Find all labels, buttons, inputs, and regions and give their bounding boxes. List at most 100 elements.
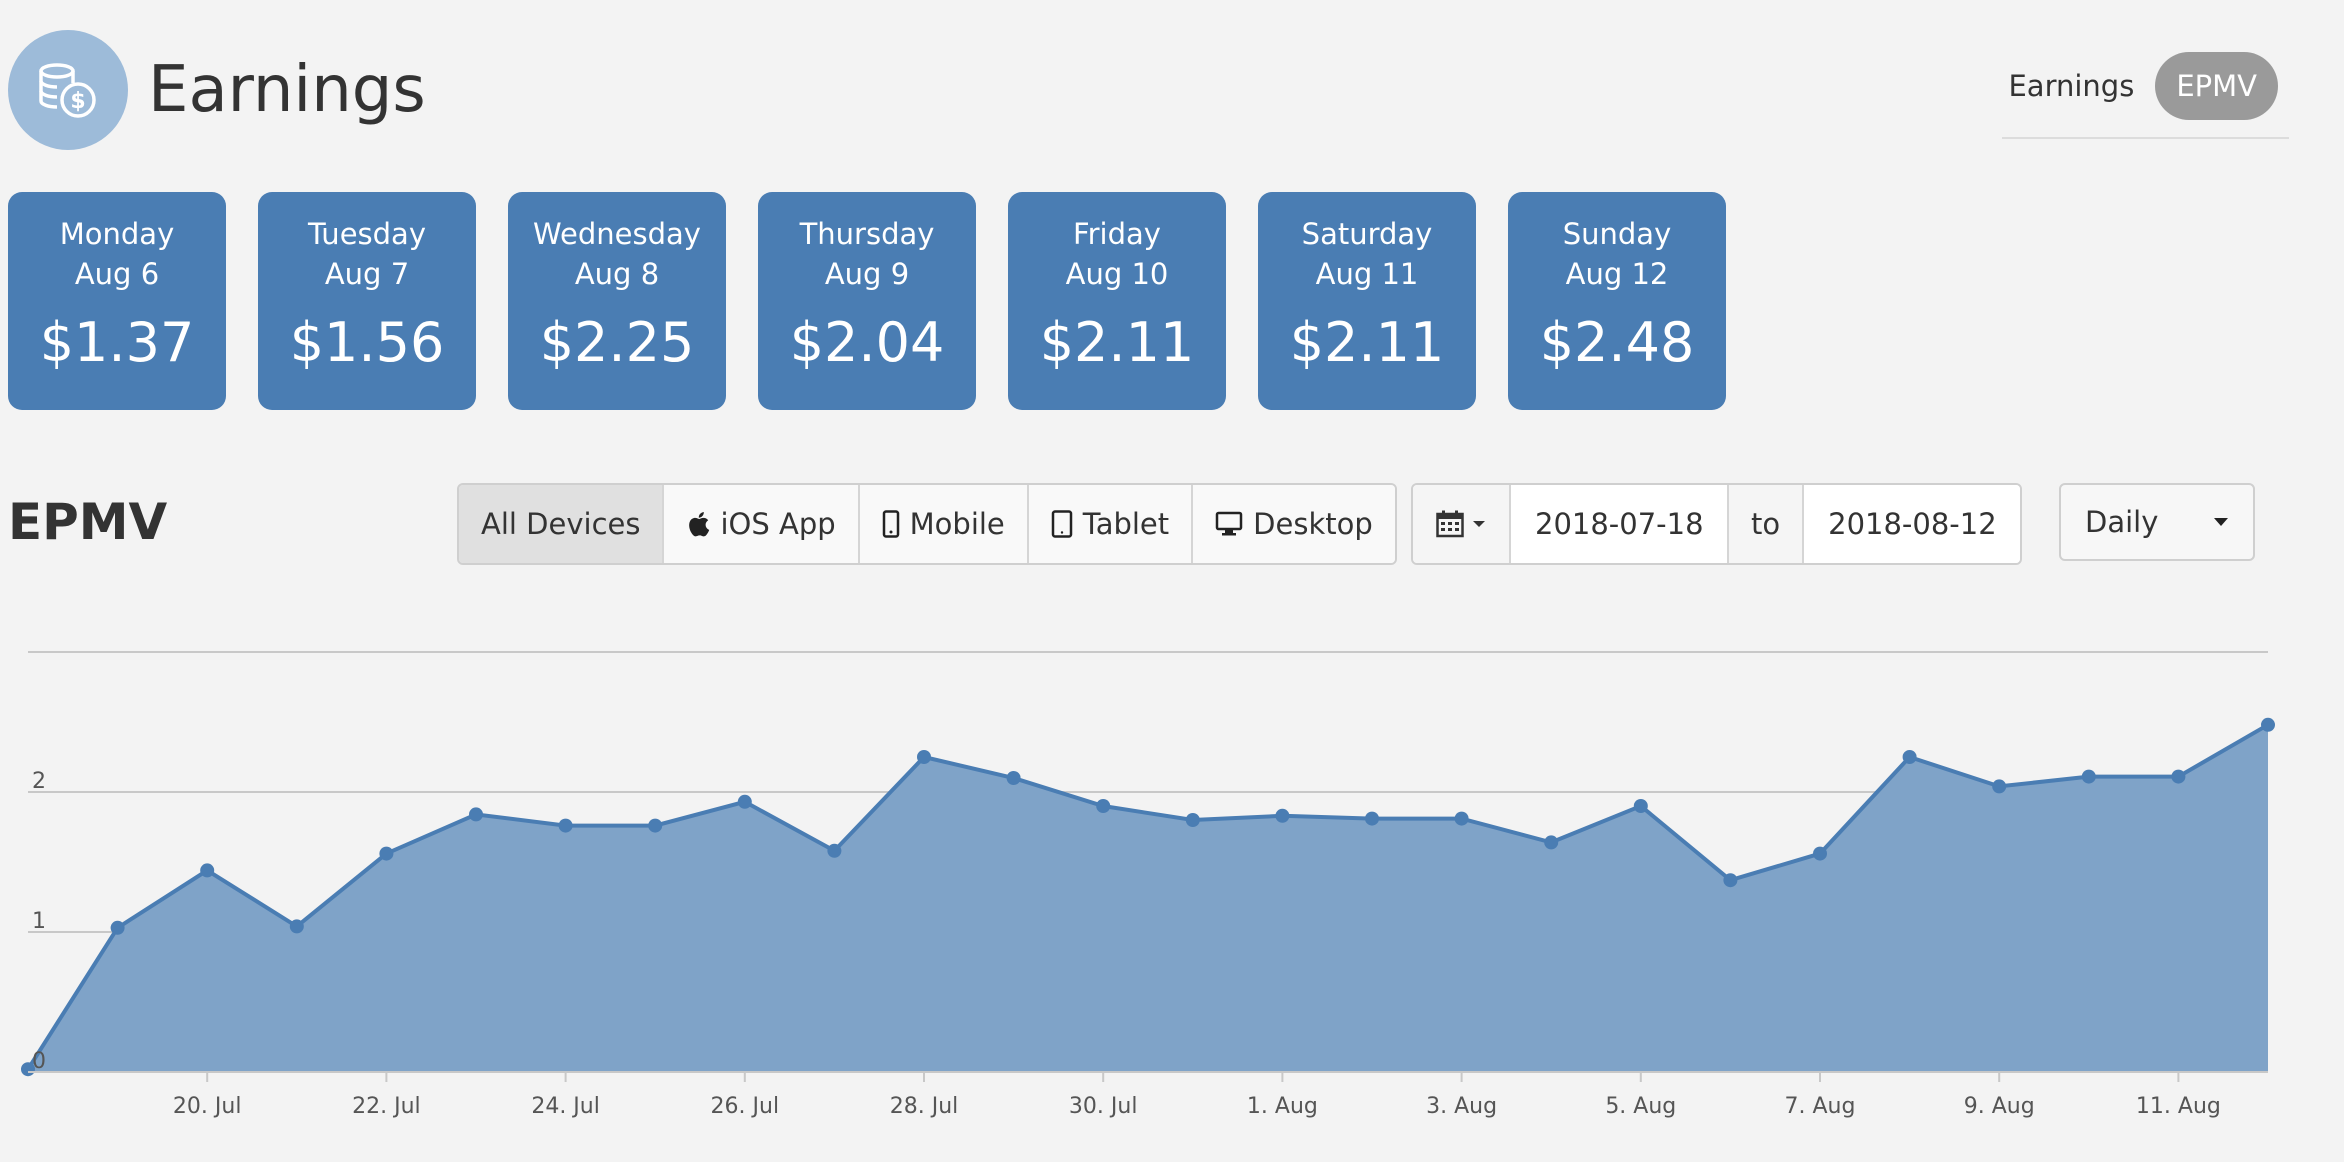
device-ios-button[interactable]: iOS App [664,485,860,563]
data-point [827,843,842,858]
device-mobile-button[interactable]: Mobile [859,485,1029,563]
y-tick-label: 2 [32,769,46,794]
day-date: Aug 6 [74,257,160,291]
calendar-icon [1436,510,1464,538]
data-point [2081,769,2096,784]
date-range-separator: to [1727,485,1805,563]
data-point [1096,799,1111,813]
view-toggle: Earnings EPMV [1987,52,2278,120]
end-date-input[interactable] [1804,485,2021,563]
day-value: $2.11 [1039,311,1195,374]
device-filter: All Devices iOS App Mobile Tablet Deskto… [457,483,1397,565]
day-date: Aug 9 [824,257,910,291]
day-card: Saturday Aug 11 $2.11 [1258,192,1476,410]
day-card: Monday Aug 6 $1.37 [8,192,226,410]
data-point [289,919,304,934]
earnings-toggle-button[interactable]: Earnings [2008,69,2135,103]
data-point [917,750,931,764]
day-name: Wednesday [533,217,701,251]
day-card: Sunday Aug 12 $2.48 [1508,192,1726,410]
day-value: $2.04 [789,311,945,374]
data-point [469,807,483,822]
day-value: $1.37 [39,311,195,374]
data-point [1275,808,1290,823]
data-point [558,818,573,833]
data-point [1544,835,1559,850]
data-point [1185,813,1200,827]
y-tick-label: 0 [32,1049,46,1074]
data-point [1813,846,1827,861]
calendar-dropdown-button[interactable] [1413,485,1511,563]
period-selected-label: Daily [2085,505,2159,539]
data-point [737,794,752,809]
x-tick-label: 3. Aug [1426,1094,1497,1119]
day-name: Sunday [1562,217,1672,251]
data-point [1992,779,2007,794]
day-date: Aug 10 [1065,257,1169,291]
x-tick-label: 30. Jul [1069,1094,1138,1119]
day-date: Aug 12 [1565,257,1669,291]
start-date-input[interactable] [1511,485,1727,563]
x-tick-label: 5. Aug [1605,1094,1676,1119]
day-name: Monday [59,217,175,251]
data-point [648,818,663,833]
x-tick-label: 7. Aug [1785,1094,1856,1119]
x-tick-label: 26. Jul [711,1094,780,1119]
day-value: $2.48 [1539,311,1695,374]
day-value: $2.11 [1289,311,1445,374]
x-tick-label: 24. Jul [531,1094,600,1119]
epmv-area-chart: 0 1 2 20. Jul 22. Jul 24. Jul 26. Jul 28. Jul 30… [21,651,2275,1119]
data-point [2171,769,2186,784]
x-tick-label: 9. Aug [1964,1094,2035,1119]
x-tick-label: 22. Jul [352,1094,421,1119]
data-point [1365,811,1379,826]
day-date: Aug 8 [574,257,660,291]
coins-icon: $ [8,30,128,150]
section-title: EPMV [8,493,168,551]
date-range-picker: to [1411,483,2023,565]
y-tick-label: 1 [32,909,46,934]
device-mobile-label: Mobile [909,507,1005,541]
device-desktop-button[interactable]: Desktop [1193,485,1395,563]
data-point [200,863,215,878]
caret-down-icon [1473,521,1485,527]
series-line [26,723,2270,1071]
toggle-underline [2002,137,2289,139]
day-card: Wednesday Aug 8 $2.25 [508,192,726,410]
x-tick-label: 28. Jul [890,1094,959,1119]
device-tablet-button[interactable]: Tablet [1028,485,1194,563]
day-name: Tuesday [308,217,426,251]
data-point [110,920,125,935]
day-name: Saturday [1301,217,1433,251]
day-card: Thursday Aug 9 $2.04 [758,192,976,410]
mobile-phone-icon [882,510,899,538]
day-name: Friday [1073,217,1161,251]
device-all-button[interactable]: All Devices [459,485,665,563]
period-select[interactable]: Daily [2059,483,2255,561]
day-value: $2.25 [539,311,695,374]
data-point [1723,873,1738,888]
data-point [1633,799,1648,813]
caret-down-icon [2214,518,2228,526]
svg-text:$: $ [70,89,85,114]
data-point [2261,717,2275,732]
data-point [1902,750,1917,764]
epmv-toggle-button[interactable]: EPMV [2155,52,2278,120]
page-title: Earnings [148,53,426,127]
device-all-label: All Devices [481,507,641,541]
daily-summary-cards: Monday Aug 6 $1.37 Tuesday Aug 7 $1.56 W… [8,192,1758,410]
data-point [1454,811,1469,826]
x-tick-label: 20. Jul [173,1094,242,1119]
data-point [379,846,394,861]
x-tick-label: 1. Aug [1247,1094,1318,1119]
device-desktop-label: Desktop [1253,507,1373,541]
day-date: Aug 7 [324,257,410,291]
series-area [28,724,2268,1072]
x-tick-label: 11. Aug [2136,1094,2221,1119]
day-name: Thursday [799,217,935,251]
device-tablet-label: Tablet [1082,507,1170,541]
device-ios-label: iOS App [720,507,836,541]
day-card: Friday Aug 10 $2.11 [1008,192,1226,410]
data-point [1006,771,1021,785]
apple-icon [689,512,710,537]
